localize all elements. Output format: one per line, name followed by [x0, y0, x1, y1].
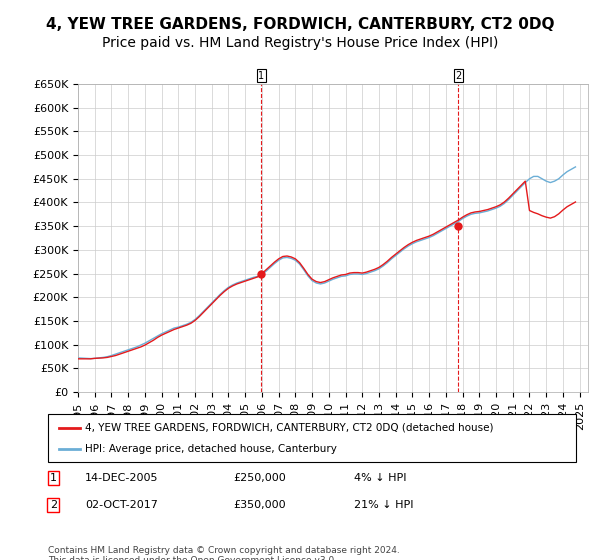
Text: 2: 2 [50, 500, 57, 510]
FancyBboxPatch shape [48, 414, 576, 462]
Text: 4% ↓ HPI: 4% ↓ HPI [354, 473, 407, 483]
Text: 14-DEC-2005: 14-DEC-2005 [85, 473, 158, 483]
Text: 02-OCT-2017: 02-OCT-2017 [85, 500, 158, 510]
Text: 1: 1 [50, 473, 57, 483]
Text: Price paid vs. HM Land Registry's House Price Index (HPI): Price paid vs. HM Land Registry's House … [102, 36, 498, 50]
Text: Contains HM Land Registry data © Crown copyright and database right 2024.
This d: Contains HM Land Registry data © Crown c… [48, 546, 400, 560]
Text: 21% ↓ HPI: 21% ↓ HPI [354, 500, 414, 510]
Text: £350,000: £350,000 [233, 500, 286, 510]
Text: HPI: Average price, detached house, Canterbury: HPI: Average price, detached house, Cant… [85, 444, 337, 454]
Text: 4, YEW TREE GARDENS, FORDWICH, CANTERBURY, CT2 0DQ: 4, YEW TREE GARDENS, FORDWICH, CANTERBUR… [46, 17, 554, 32]
Text: 4, YEW TREE GARDENS, FORDWICH, CANTERBURY, CT2 0DQ (detached house): 4, YEW TREE GARDENS, FORDWICH, CANTERBUR… [85, 423, 493, 433]
Text: 1: 1 [258, 71, 265, 81]
Text: 2: 2 [455, 71, 461, 81]
Text: £250,000: £250,000 [233, 473, 286, 483]
